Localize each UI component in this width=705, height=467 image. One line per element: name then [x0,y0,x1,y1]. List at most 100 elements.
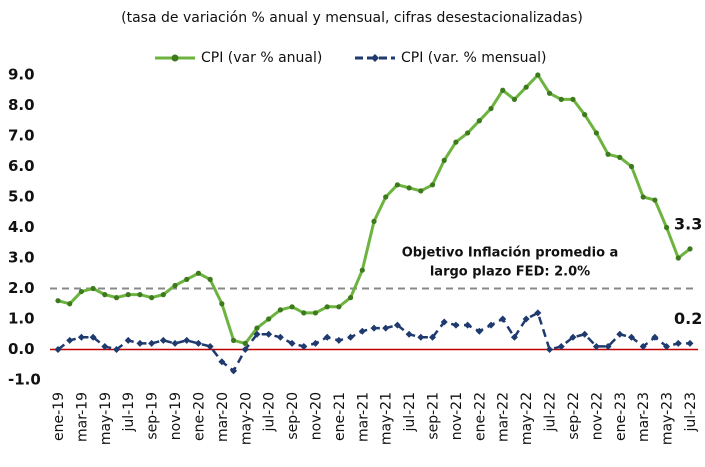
x-tick-label: nov-21 [449,392,465,440]
point [195,270,202,276]
point [476,118,482,124]
x-tick-label: mar-19 [74,392,90,442]
x-tick-label: mar-20 [215,392,231,442]
point [78,288,85,295]
point [534,309,542,317]
point [241,346,249,353]
point [370,324,378,332]
point [464,321,472,329]
point [592,342,600,350]
point [159,336,167,344]
x-tick-label: may-23 [660,392,676,445]
x-tick-label: nov-20 [308,392,324,440]
x-tick-label: jul-22 [543,392,559,433]
point [289,304,295,310]
point [218,358,226,366]
x-tick-label: nov-22 [589,392,605,440]
y-tick-label: 7.0 [8,127,35,145]
point [604,342,612,350]
annotation: Objetivo Inflación promedio a [402,246,619,261]
x-tick-label: mar-22 [496,392,512,442]
x-tick-label: may-19 [98,392,114,445]
point [557,342,565,350]
point [101,342,109,350]
point [172,282,178,289]
point [90,285,96,292]
x-tick-label: jul-19 [121,392,137,433]
chart-subtitle: (tasa de variación % anual y mensual, ci… [121,10,583,26]
legend-label: CPI (var. % mensual) [401,50,546,66]
x-tick-label: may-22 [519,392,535,445]
x-tick-label: mar-21 [355,392,371,442]
point [558,96,564,102]
y-tick-label: 8.0 [8,96,35,114]
x-tick-label: nov-19 [168,392,184,440]
point [230,337,237,343]
point [382,324,390,332]
point [335,336,343,344]
point [288,339,296,347]
legend-marker [171,54,179,62]
x-tick-label: sep-19 [145,392,161,440]
point [383,194,389,200]
point [77,333,85,341]
y-tick-label: 6.0 [8,157,35,175]
point [89,333,97,341]
point [253,330,261,338]
point [300,342,308,350]
y-tick-label: -1.0 [8,371,41,389]
y-tick-label: 9.0 [8,66,35,84]
point [405,330,413,338]
point [358,327,366,335]
y-tick-label: 4.0 [8,218,35,236]
point [687,246,693,252]
x-tick-label: may-21 [379,392,395,445]
point [652,197,658,203]
point [136,339,144,347]
point [627,333,635,341]
x-tick-label: sep-20 [285,392,301,440]
y-tick-label: 1.0 [8,310,35,328]
legend-marker [371,54,379,62]
point [219,301,225,307]
point [66,336,74,344]
point [510,333,518,341]
point [54,346,62,353]
point [546,90,553,96]
point [137,292,143,298]
point [686,339,694,347]
point [311,339,319,347]
point [429,333,437,341]
annotation: largo plazo FED: 2.0% [430,265,590,280]
point [475,327,483,335]
y-tick-label: 0.0 [8,340,35,358]
x-tick-label: mar-23 [636,392,652,442]
point [499,315,507,323]
point [546,346,554,353]
point [628,163,635,170]
point [230,367,238,375]
point [465,130,471,136]
point [593,130,599,136]
point [347,295,354,301]
point [453,139,459,145]
x-tick-label: may-20 [238,392,254,445]
point [324,304,330,310]
point [406,185,412,191]
point [102,292,108,298]
point [184,276,190,282]
x-tick-label: sep-21 [426,392,442,440]
point [441,157,447,163]
point [148,339,156,347]
point [336,304,342,310]
point [347,333,355,341]
point [675,255,681,261]
point [582,112,588,118]
point [488,105,494,112]
point [418,188,424,194]
x-tick-label: jul-21 [402,392,418,433]
point [254,325,260,331]
point [440,318,448,326]
point [487,321,495,329]
